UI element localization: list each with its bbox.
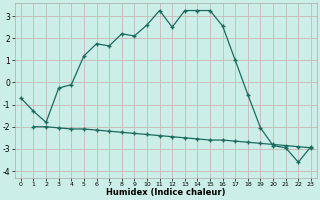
X-axis label: Humidex (Indice chaleur): Humidex (Indice chaleur) (106, 188, 226, 197)
